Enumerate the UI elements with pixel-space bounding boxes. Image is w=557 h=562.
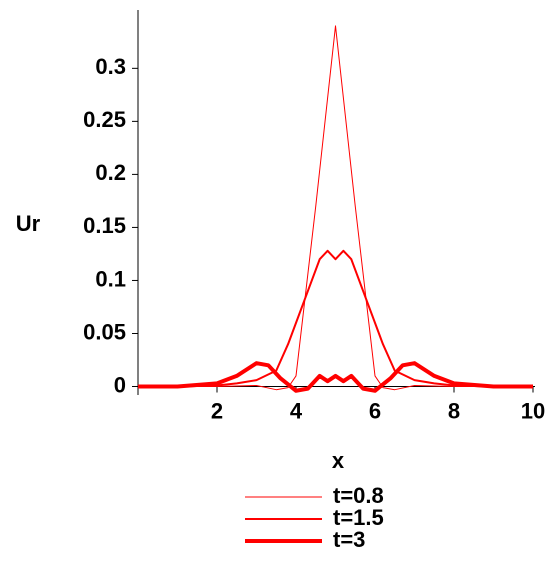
x-tick-label: 8 [448,398,460,423]
legend-label: t=0.8 [333,483,384,508]
y-tick-label: 0.3 [95,54,126,79]
data-line [138,25,533,391]
y-axis-label: Ur [16,211,41,236]
data-line [138,249,533,388]
y-tick-label: 0.05 [83,319,126,344]
y-tick-label: 0.2 [95,160,126,185]
x-axis-label: x [332,448,345,473]
y-tick-label: 0.25 [83,107,126,132]
y-tick-label: 0.15 [83,213,126,238]
legend-label: t=1.5 [333,505,384,530]
y-tick-label: 0.1 [95,266,126,291]
legend-label: t=3 [333,527,365,552]
x-tick-label: 4 [290,398,303,423]
y-tick-label: 0 [114,372,126,397]
data-line [138,361,533,393]
x-tick-label: 10 [521,398,545,423]
x-tick-label: 6 [369,398,381,423]
x-tick-label: 2 [211,398,223,423]
